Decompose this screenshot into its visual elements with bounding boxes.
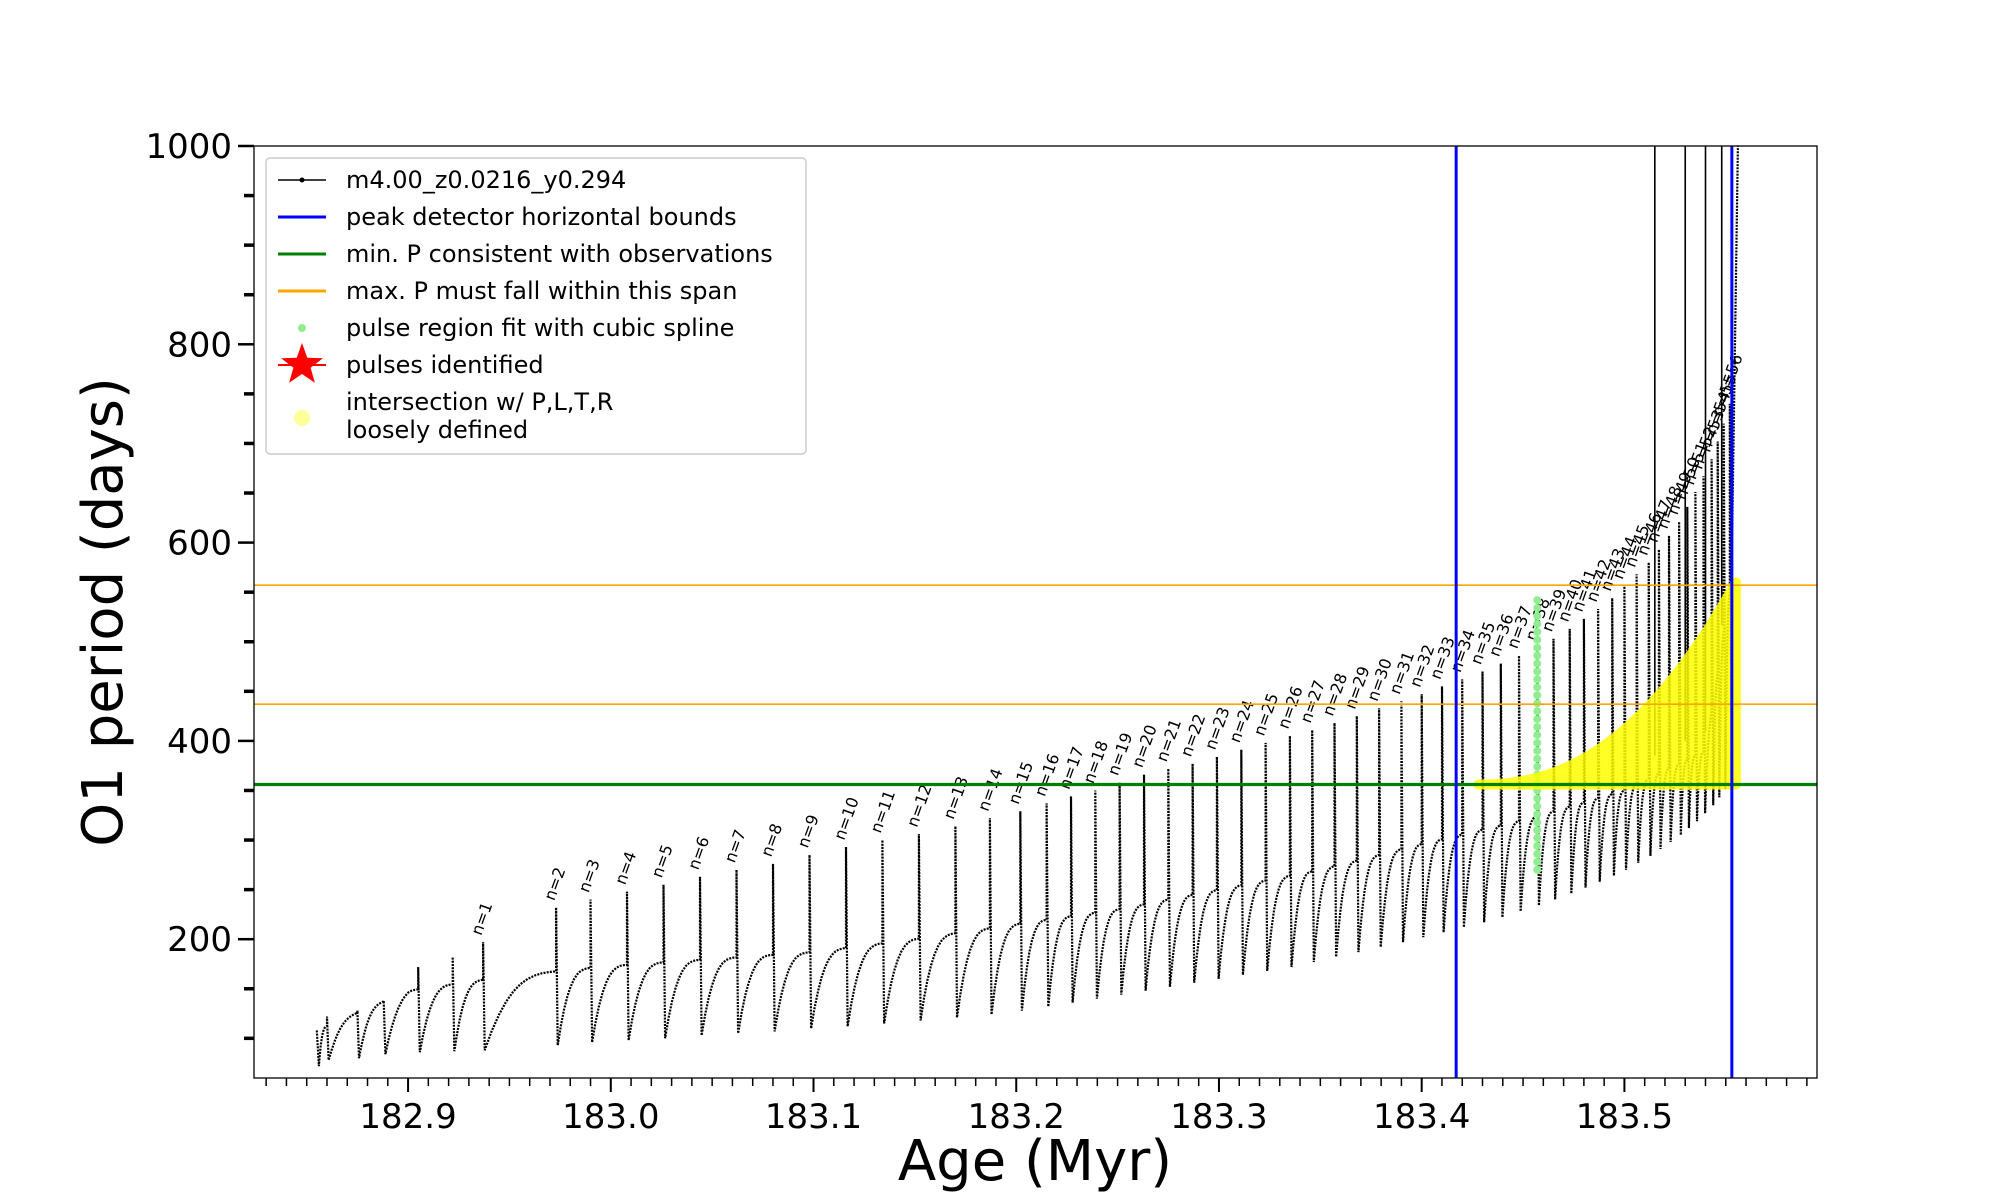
pulse-label: n=11 xyxy=(866,788,899,836)
legend-label: pulse region fit with cubic spline xyxy=(346,314,734,342)
pulse-label: n=7 xyxy=(720,827,749,865)
y-tick-label: 200 xyxy=(167,920,232,960)
spline-point xyxy=(1533,810,1542,819)
spline-point xyxy=(1533,596,1542,605)
spline-point xyxy=(1533,651,1542,660)
spline-point xyxy=(1533,826,1542,835)
spline-point xyxy=(1533,818,1542,827)
pulse-label: n=4 xyxy=(611,849,640,887)
spline-point xyxy=(1533,849,1542,858)
legend-swatch xyxy=(298,324,306,332)
spline-point xyxy=(1533,715,1542,724)
pulse-label: n=5 xyxy=(647,842,676,880)
spline-point xyxy=(1533,723,1542,732)
pulse-label: n=2 xyxy=(540,865,569,903)
pulse-label: n=9 xyxy=(793,812,822,850)
axes: 182.9 183.0 183.1 183.2 183.3 183.4 183.5 200 40… xyxy=(145,127,1808,1137)
spline-point xyxy=(1533,754,1542,763)
pulse-label: n=56 xyxy=(1714,351,1747,399)
x-tick-label: 183.2 xyxy=(968,1097,1065,1137)
legend-swatch-dot xyxy=(299,177,305,183)
spline-point xyxy=(1533,841,1542,850)
spline-point xyxy=(1533,643,1542,652)
legend-label: intersection w/ P,L,T,R xyxy=(346,388,613,416)
x-tick-label: 183.4 xyxy=(1373,1097,1470,1137)
x-tick-label: 183.0 xyxy=(562,1097,659,1137)
spline-point xyxy=(1533,604,1542,613)
x-axis-label: Age (Myr) xyxy=(898,1129,1172,1194)
spline-point xyxy=(1533,738,1542,747)
spline-point xyxy=(1533,667,1542,676)
pulse-label: n=10 xyxy=(830,795,863,843)
spline-point xyxy=(1533,707,1542,716)
legend-label: m4.00_z0.0216_y0.294 xyxy=(346,166,626,194)
y-tick-label: 800 xyxy=(167,325,232,365)
spline-point xyxy=(1533,857,1542,866)
spline-point xyxy=(1533,619,1542,628)
legend-label: max. P must fall within this span xyxy=(346,277,737,305)
pulse-label: n=14 xyxy=(974,766,1007,814)
x-tick-label: 182.9 xyxy=(359,1097,456,1137)
pulse-label: n=13 xyxy=(939,774,972,822)
legend-label: min. P consistent with observations xyxy=(346,240,773,268)
pulse-label: n=8 xyxy=(757,821,786,859)
spline-point xyxy=(1533,746,1542,755)
legend-label: loosely defined xyxy=(346,416,528,444)
legend-box xyxy=(265,157,807,455)
legend-swatch xyxy=(294,410,310,426)
spline-point xyxy=(1533,699,1542,708)
spline-point xyxy=(1533,659,1542,668)
spline-point xyxy=(1533,802,1542,811)
pulse-label: n=15 xyxy=(1004,759,1037,807)
plot-frame xyxy=(253,145,1818,1079)
spline-point xyxy=(1533,762,1542,771)
intersection-region xyxy=(1473,577,1741,790)
x-tick-label: 183.1 xyxy=(765,1097,862,1137)
y-tick-label: 600 xyxy=(167,524,232,564)
spline-point xyxy=(1533,683,1542,692)
spline-point xyxy=(1533,794,1542,803)
x-tick-label: 183.3 xyxy=(1170,1097,1267,1137)
legend-swatch xyxy=(281,343,323,383)
y-axis-label: O1 period (days) xyxy=(71,377,136,847)
y-tick-label: 1000 xyxy=(145,127,232,167)
spline-point xyxy=(1533,675,1542,684)
spline-point xyxy=(1533,627,1542,636)
spline-point xyxy=(1533,611,1542,620)
spline-point xyxy=(1533,691,1542,700)
legend-label: pulses identified xyxy=(346,351,544,379)
spline-point xyxy=(1533,635,1542,644)
spline-point xyxy=(1533,730,1542,739)
spline-point xyxy=(1533,834,1542,843)
x-tick-label: 183.5 xyxy=(1576,1097,1673,1137)
y-tick-label: 400 xyxy=(167,722,232,762)
pulse-label: n=3 xyxy=(574,857,603,895)
pulse-label: n=1 xyxy=(467,899,496,937)
legend-label: peak detector horizontal bounds xyxy=(346,203,737,231)
pulse-label: n=6 xyxy=(684,834,713,872)
pulse-label: n=12 xyxy=(903,782,936,830)
spline-point xyxy=(1533,865,1542,874)
